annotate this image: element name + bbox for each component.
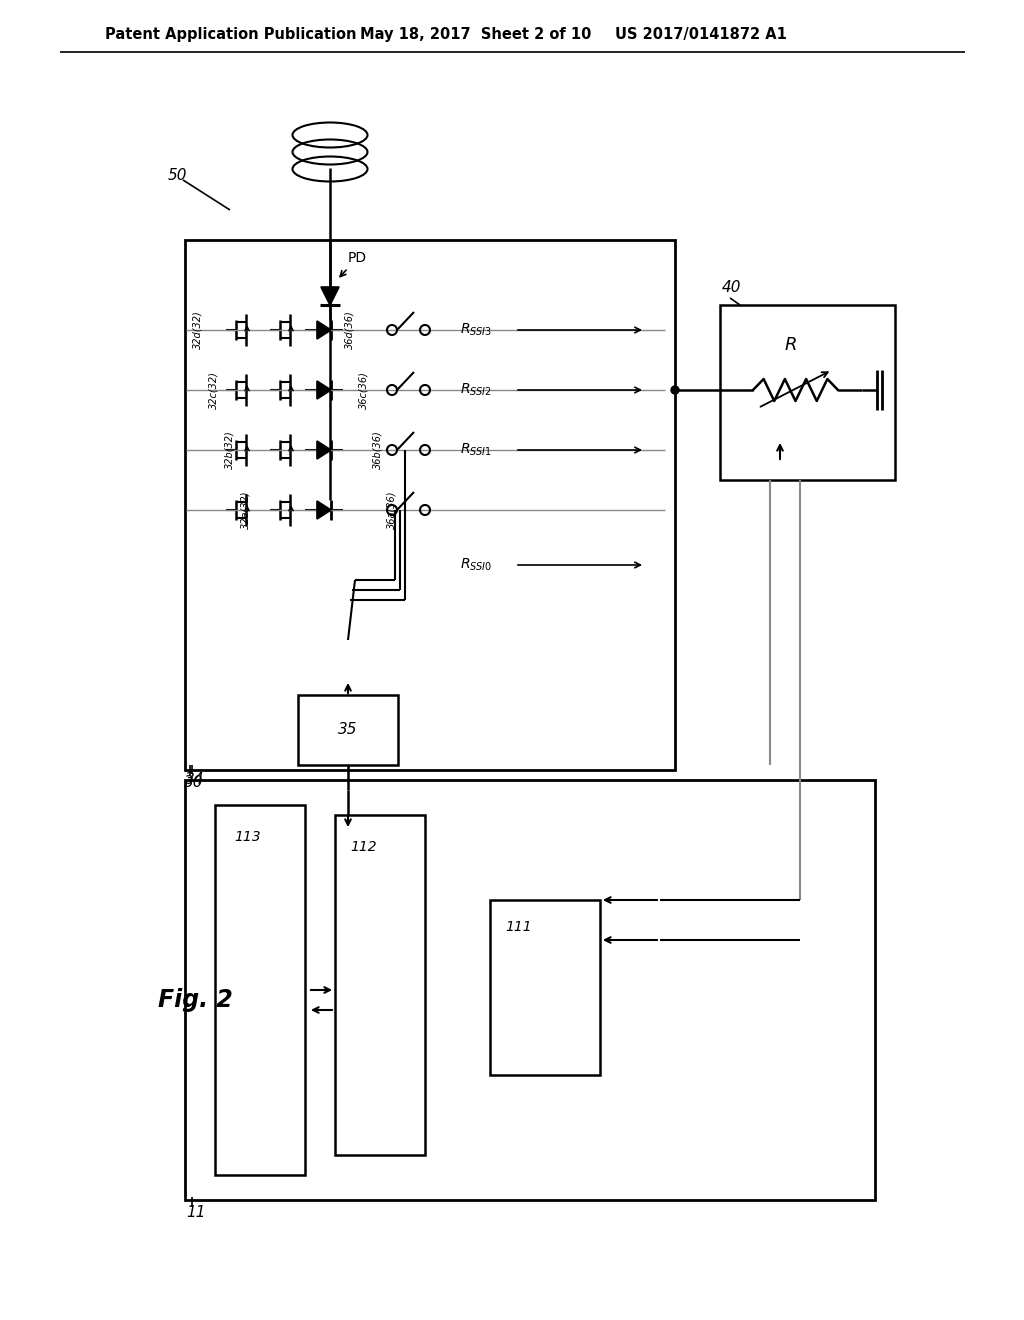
Polygon shape <box>321 286 339 305</box>
Text: 32b(32): 32b(32) <box>224 430 234 470</box>
Text: 50: 50 <box>168 168 187 182</box>
Bar <box>335 814 425 1155</box>
Text: 36c(36): 36c(36) <box>358 371 368 409</box>
Text: 30: 30 <box>184 775 204 789</box>
Text: $R_{SSI3}$: $R_{SSI3}$ <box>460 322 493 338</box>
Text: $R_{SSI1}$: $R_{SSI1}$ <box>460 442 493 458</box>
Text: May 18, 2017  Sheet 2 of 10: May 18, 2017 Sheet 2 of 10 <box>360 28 592 42</box>
Text: 32a(32): 32a(32) <box>240 491 250 529</box>
Text: $R$: $R$ <box>783 337 797 354</box>
Text: Patent Application Publication: Patent Application Publication <box>105 28 356 42</box>
Text: 32c(32): 32c(32) <box>208 371 218 409</box>
Text: 36b(36): 36b(36) <box>372 430 382 470</box>
Text: US 2017/0141872 A1: US 2017/0141872 A1 <box>615 28 786 42</box>
Polygon shape <box>317 381 331 399</box>
Bar <box>490 900 600 1074</box>
Text: $R_{SSI2}$: $R_{SSI2}$ <box>460 381 493 399</box>
Text: 11: 11 <box>186 1205 206 1220</box>
Bar <box>215 805 305 1175</box>
Bar <box>720 305 895 480</box>
Polygon shape <box>317 441 331 459</box>
Text: 40: 40 <box>722 280 741 294</box>
Text: 36a(36): 36a(36) <box>386 491 396 529</box>
Text: 35: 35 <box>338 722 357 738</box>
Text: 34: 34 <box>185 772 205 787</box>
Text: $R_{SSI0}$: $R_{SSI0}$ <box>460 557 493 573</box>
Bar <box>185 240 675 770</box>
Text: 111: 111 <box>505 920 531 935</box>
Polygon shape <box>317 321 331 339</box>
Bar <box>298 696 398 766</box>
Text: 32d(32): 32d(32) <box>193 310 202 350</box>
Text: 113: 113 <box>234 830 261 843</box>
Polygon shape <box>317 502 331 519</box>
Bar <box>185 780 874 1200</box>
Text: 36d(36): 36d(36) <box>344 310 354 350</box>
Text: PD: PD <box>348 251 368 265</box>
Text: 112: 112 <box>350 840 377 854</box>
Circle shape <box>671 385 679 393</box>
Text: Fig. 2: Fig. 2 <box>158 987 232 1012</box>
